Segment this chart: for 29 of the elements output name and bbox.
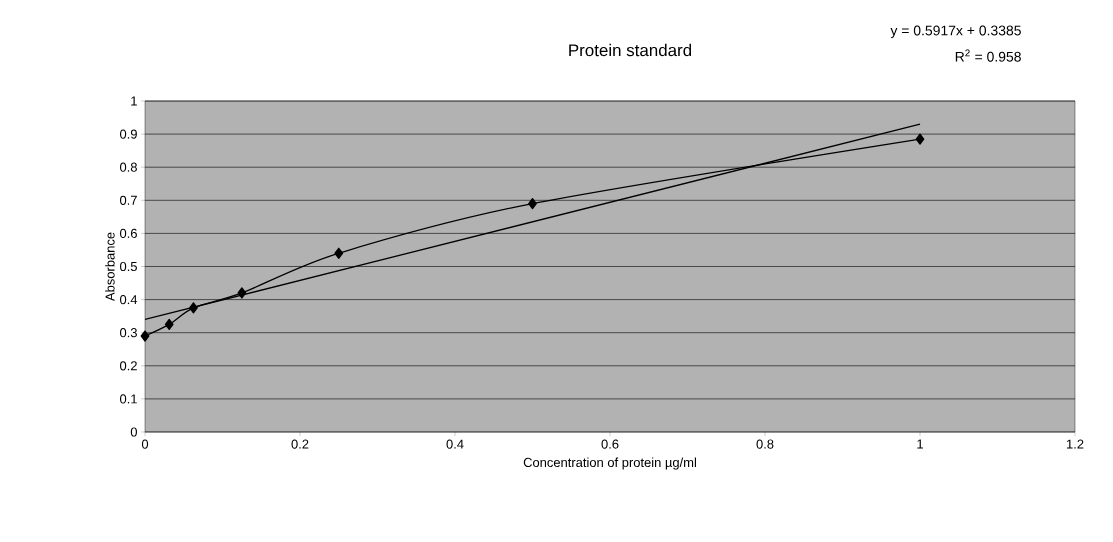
point [334,247,344,259]
point [164,318,174,331]
chart-title: Protein standard [569,43,692,57]
y-tick-label: 0.2 [119,361,137,371]
y-tick-label: 0.9 [119,129,137,139]
point [915,133,925,145]
point [237,287,247,299]
text: y = 0.5917x + 0.3385 [890,25,1021,39]
x-tick-label: 0.4 [446,439,464,449]
y-tick-label: 0.7 [119,195,137,205]
point [189,302,198,314]
x-tick-label: 1 [917,439,923,449]
y-tick-label: 0.8 [119,162,137,172]
y-tick-label: 0.3 [119,328,137,338]
x-tick-label: 0.8 [756,439,774,449]
text: R$^{2}$ = 0.958 [955,49,1021,62]
y-tick-label: 0.4 [119,295,138,305]
y-tick-label: 0.6 [119,228,137,238]
x-tick-label: 0.2 [291,439,309,449]
x-tick-label: 0.6 [601,439,619,449]
y-tick-label: 1 [131,96,137,106]
x-axis-title: Concentration of protein µg/ml [523,457,696,470]
y-tick-label: 0 [130,427,137,437]
point [140,330,150,342]
y-tick-label: 0.1 [119,394,137,404]
x-tick-label: 0 [141,439,149,449]
y-tick-label: 0.5 [119,261,137,272]
x-tick-label: 1.2 [1067,439,1084,449]
y-axis-title: Absorbance [105,232,115,302]
